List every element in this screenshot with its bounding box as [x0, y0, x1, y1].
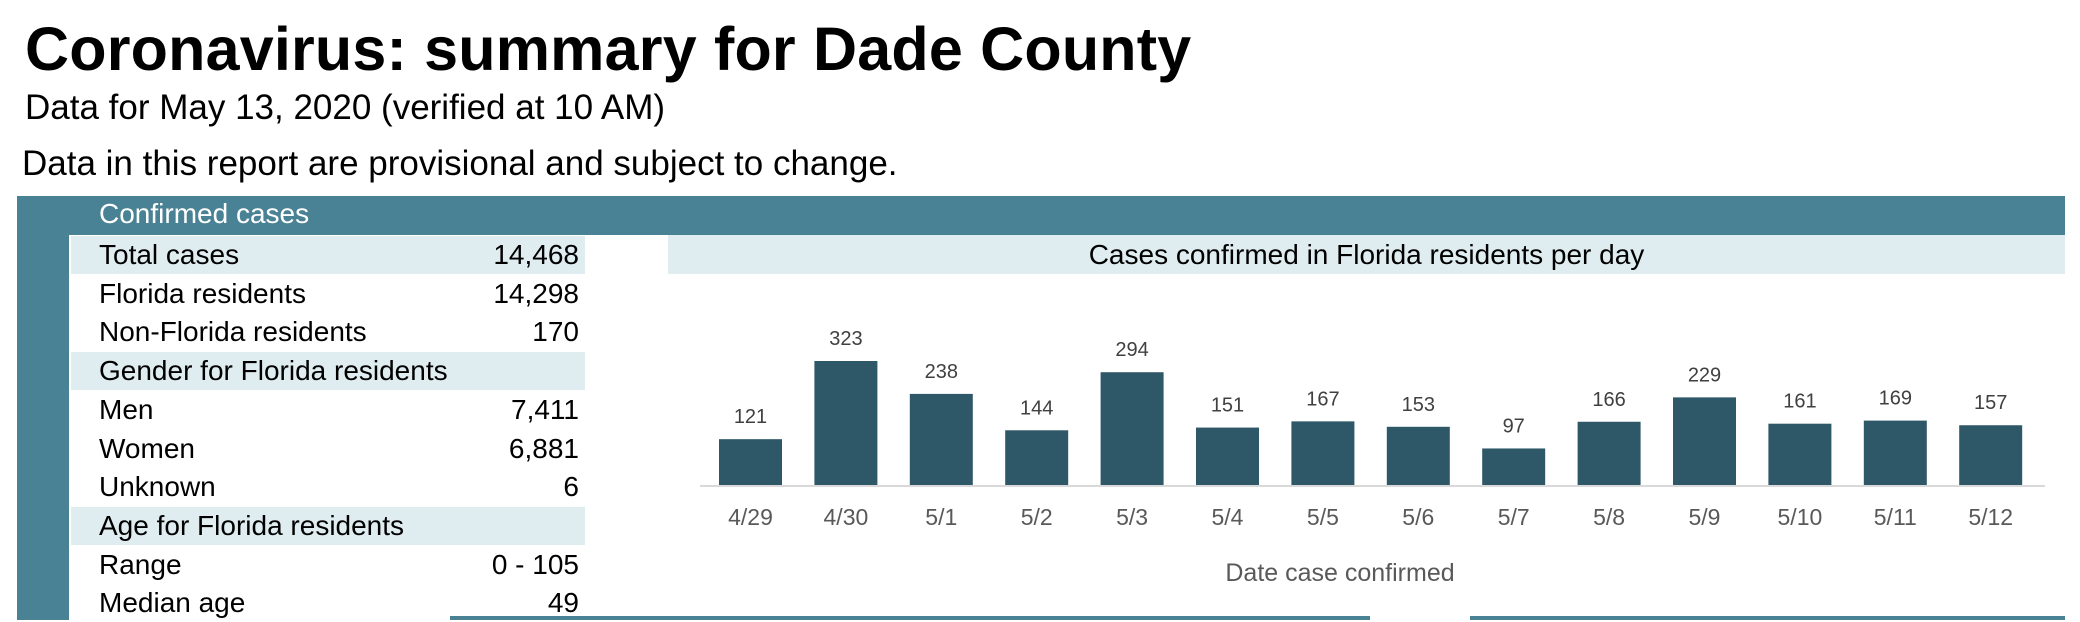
page-title: Coronavirus: summary for Dade County [25, 15, 1192, 83]
summary-row-value: 6,881 [508, 432, 579, 464]
x-tick-label: 5/2 [1021, 504, 1053, 530]
bar-5-3 [1100, 372, 1164, 486]
summary-row-label: Women [99, 432, 195, 464]
summary-row: Unknown 6 [71, 468, 585, 506]
footer-divider-left [450, 616, 1370, 620]
summary-row-value: 14,468 [493, 239, 579, 270]
summary-row-label: Non-Florida residents [99, 316, 367, 348]
x-tick-label: 5/6 [1402, 504, 1434, 530]
bar-5-4 [1196, 427, 1259, 486]
summary-row: Range 0 - 105 [71, 546, 585, 584]
bar-value-label: 294 [1115, 339, 1148, 361]
bar-5-11 [1863, 420, 1927, 486]
summary-row-label: Range [99, 548, 182, 580]
bar-value-label: 153 [1402, 394, 1435, 416]
chart-title: Cases confirmed in Florida residents per… [1088, 239, 1645, 270]
x-tick-label: 4/30 [824, 504, 869, 530]
x-tick-label: 5/9 [1689, 504, 1721, 530]
summary-row-value: 49 [547, 587, 579, 619]
bar-value-label: 161 [1783, 391, 1816, 413]
summary-row-label: Median age [99, 587, 246, 619]
bar-value-label: 323 [829, 328, 862, 350]
summary-row-value: 7,411 [511, 393, 579, 425]
x-tick-label: 5/11 [1874, 504, 1917, 530]
summary-row-value: 6 [563, 471, 579, 503]
summary-row-value: 0 - 105 [491, 548, 579, 580]
summary-row: Florida residents 14,298 [71, 275, 585, 313]
summary-row: Gender for Florida residents [71, 352, 585, 391]
summary-row: Age for Florida residents [71, 506, 585, 545]
x-axis-title: Date case confirmed [1225, 559, 1454, 587]
bar-5-2 [1005, 430, 1069, 486]
summary-row-label: Total cases [99, 239, 240, 270]
bar-5-9 [1673, 397, 1736, 486]
x-tick-label: 5/4 [1212, 504, 1244, 530]
report-date-subtitle: Data for May 13, 2020 (verified at 10 AM… [25, 88, 666, 127]
summary-row-label: Unknown [99, 471, 216, 503]
summary-row-value: 170 [532, 316, 579, 348]
summary-row-value: 14,298 [493, 277, 579, 309]
bar-5-7 [1482, 448, 1546, 486]
bar-value-label: 229 [1688, 364, 1721, 386]
x-tick-label: 5/8 [1593, 504, 1625, 530]
x-tick-label: 5/3 [1116, 504, 1148, 530]
bar-value-label: 144 [1020, 397, 1053, 419]
summary-row: Median age 49 [71, 584, 585, 622]
summary-row: Men 7,411 [71, 391, 585, 429]
summary-row-label: Age for Florida residents [99, 509, 405, 541]
bar-5-1 [909, 393, 973, 486]
bar-4-29 [719, 439, 782, 486]
bar-5-10 [1768, 423, 1832, 486]
summary-row-label: Gender for Florida residents [99, 355, 448, 387]
bar-value-label: 169 [1879, 388, 1912, 410]
bar-4-30 [814, 361, 878, 486]
bar-5-12 [1959, 425, 2023, 486]
x-tick-label: 5/5 [1307, 504, 1339, 530]
provisional-note: Data in this report are provisional and … [22, 144, 898, 183]
section-header-bar [17, 196, 2065, 235]
x-tick-label: 5/10 [1778, 504, 1823, 530]
x-tick-label: 4/29 [728, 504, 773, 530]
summary-row: Women 6,881 [71, 430, 585, 468]
bar-5-8 [1577, 421, 1641, 486]
bar-value-label: 151 [1211, 395, 1244, 417]
bar-value-label: 157 [1974, 392, 2007, 414]
bar-value-label: 97 [1503, 415, 1525, 437]
bar-5-6 [1386, 426, 1450, 486]
chart-title-bar: Cases confirmed in Florida residents per… [668, 235, 2065, 274]
summary-row: Total cases 14,468 [71, 236, 585, 274]
summary-row: Non-Florida residents 170 [71, 313, 585, 351]
footer-divider-right [1470, 616, 2065, 620]
bar-value-label: 166 [1592, 389, 1625, 411]
summary-row-label: Florida residents [99, 277, 306, 309]
left-accent-bar [17, 196, 69, 620]
confirmed-cases-heading: Confirmed cases [99, 198, 310, 229]
bar-5-5 [1291, 421, 1355, 486]
bar-value-label: 121 [734, 406, 767, 428]
bar-value-label: 167 [1306, 388, 1339, 410]
x-tick-label: 5/1 [925, 504, 957, 530]
x-tick-label: 5/12 [1968, 504, 2013, 530]
x-tick-label: 5/7 [1498, 504, 1530, 530]
bar-value-label: 238 [925, 361, 958, 383]
summary-row-label: Men [99, 393, 154, 425]
